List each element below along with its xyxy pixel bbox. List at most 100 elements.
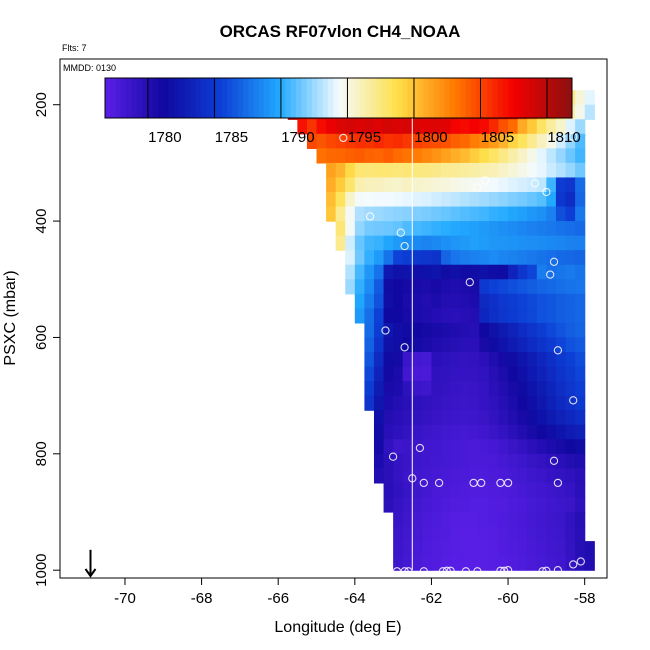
heatmap-cell: [373, 192, 385, 208]
heatmap-cell: [393, 322, 404, 339]
heatmap-cell: [364, 177, 375, 193]
data-point: [503, 566, 513, 575]
heatmap-cell: [488, 308, 500, 324]
heatmap-cell: [354, 119, 365, 135]
colorbar-segment: [566, 78, 573, 118]
heatmap-cell: [517, 424, 528, 440]
heatmap-cell: [364, 221, 375, 237]
heatmap-cell: [565, 250, 576, 266]
heatmap-cell: [488, 192, 500, 208]
data-point: [465, 278, 474, 287]
data-point: [400, 567, 409, 576]
heatmap-cell: [354, 206, 365, 222]
data-point: [549, 456, 559, 465]
heatmap-cell: [508, 308, 519, 324]
heatmap-cell: [441, 352, 452, 368]
heatmap-cell: [393, 468, 404, 484]
colorbar-frame: [104, 77, 573, 119]
heatmap-cell: [402, 235, 413, 251]
heatmap-cell: [546, 119, 557, 135]
heatmap-cell: [479, 439, 490, 455]
heatmap-cell: [498, 424, 509, 440]
x-tick-label: -60: [497, 590, 519, 607]
heatmap-cell: [402, 352, 413, 368]
heatmap-cell: [421, 555, 433, 571]
heatmap-cell: [536, 293, 547, 309]
data-point: [442, 566, 451, 575]
heatmap-cell: [412, 264, 423, 280]
heatmap-cell: [354, 279, 365, 295]
heatmap-cell: [469, 512, 480, 528]
heatmap-cell: [565, 526, 576, 542]
heatmap-cell: [393, 221, 404, 237]
heatmap-cell: [460, 381, 471, 397]
heatmap-cell: [479, 192, 490, 208]
heatmap-cell: [546, 206, 557, 222]
heatmap-cell: [373, 410, 385, 426]
heatmap-cell: [412, 221, 423, 237]
heatmap-cell: [508, 482, 519, 499]
heatmap-cell: [508, 526, 519, 542]
heatmap-cell: [412, 308, 423, 324]
data-point: [503, 478, 513, 488]
heatmap-cell: [421, 395, 433, 411]
colorbar-segment: [503, 78, 509, 118]
heatmap-cell: [508, 424, 519, 440]
data-point: [473, 567, 482, 576]
heatmap-cell: [421, 410, 433, 426]
heatmap-cell: [575, 366, 586, 382]
heatmap-cell: [575, 250, 586, 266]
heatmap-cell: [354, 148, 365, 164]
heatmap-cell: [450, 264, 461, 280]
heatmap-cell: [469, 192, 480, 208]
heatmap-cell: [460, 453, 471, 469]
heatmap-cell: [527, 322, 538, 339]
heatmap-cell: [565, 439, 576, 455]
heatmap-cell: [479, 352, 490, 368]
heatmap-cell: [431, 206, 442, 222]
heatmap-cell: [450, 235, 461, 251]
heatmap-cell: [527, 555, 538, 571]
colorbar-segment: [349, 78, 355, 118]
colorbar-segment: [237, 78, 244, 118]
heatmap-cell: [479, 279, 490, 295]
heatmap-cell: [402, 322, 413, 339]
colorbar-segment: [487, 78, 493, 118]
heatmap-cell: [383, 337, 394, 353]
heatmap-cell: [565, 512, 576, 528]
heatmap-cell: [469, 293, 480, 309]
heatmap-cell: [421, 366, 433, 382]
heatmap-cell: [527, 381, 538, 397]
heatmap-cell: [555, 424, 567, 440]
heatmap-cell: [565, 162, 576, 179]
heatmap-cell: [316, 133, 327, 149]
heatmap-cell: [546, 148, 557, 164]
heatmap-cell: [575, 482, 586, 499]
heatmap-cell: [565, 555, 576, 571]
heatmap-cell: [441, 235, 452, 251]
heatmap-cell: [412, 162, 423, 179]
heatmap-cell: [431, 279, 442, 295]
heatmap-cell: [402, 395, 413, 411]
heatmap-cell: [421, 119, 433, 135]
heatmap-cell: [555, 526, 567, 542]
colorbar-segment: [365, 78, 371, 118]
heatmap-cell: [536, 453, 547, 469]
heatmap-cell: [373, 177, 385, 193]
colorbar-segment: [258, 78, 265, 118]
heatmap-cell: [431, 162, 442, 179]
heatmap-cell: [441, 148, 452, 164]
heatmap-cell: [412, 424, 423, 440]
heatmap-cell: [450, 250, 461, 266]
data-point: [419, 567, 428, 576]
heatmap-cell: [441, 497, 452, 513]
heatmap-cell: [546, 133, 557, 149]
y-tick-label: 400: [33, 209, 50, 234]
heatmap-cell: [373, 206, 385, 222]
heatmap-cell: [555, 279, 567, 295]
colorbar-segment: [545, 78, 552, 118]
colorbar-segment: [359, 78, 366, 118]
heatmap-cell: [498, 468, 509, 484]
heatmap-cell: [527, 206, 538, 222]
heatmap-cell: [508, 250, 519, 266]
